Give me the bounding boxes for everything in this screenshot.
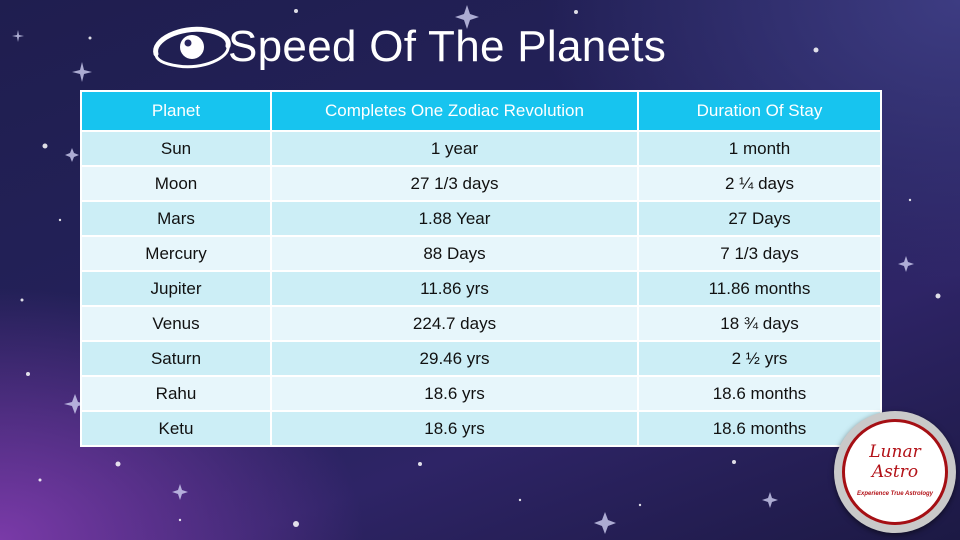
duration-cell: 7 1/3 days [637,235,882,272]
header-revolution: Completes One Zodiac Revolution [270,90,639,132]
planet-cell: Moon [80,165,272,202]
duration-cell: 18.6 months [637,375,882,412]
planet-cell: Rahu [80,375,272,412]
table-row: Sun 1 year 1 month [80,130,882,167]
table-row: Moon 27 1/3 days 2 ¼ days [80,165,882,202]
logo-line-1: Lunar [869,442,921,462]
duration-cell: 27 Days [637,200,882,237]
revolution-cell: 18.6 yrs [270,410,639,447]
revolution-cell: 29.46 yrs [270,340,639,377]
revolution-cell: 1 year [270,130,639,167]
duration-cell: 1 month [637,130,882,167]
logo-tagline: Experience True Astrology [856,491,934,497]
duration-cell: 11.86 months [637,270,882,307]
revolution-cell: 18.6 yrs [270,375,639,412]
revolution-cell: 1.88 Year [270,200,639,237]
duration-cell: 2 ½ yrs [637,340,882,377]
planet-cell: Mercury [80,235,272,272]
planet-cell: Venus [80,305,272,342]
table-row: Venus 224.7 days 18 ¾ days [80,305,882,342]
table-row: Ketu 18.6 yrs 18.6 months [80,410,882,447]
duration-cell: 2 ¼ days [637,165,882,202]
revolution-cell: 88 Days [270,235,639,272]
table-row: Jupiter 11.86 yrs 11.86 months [80,270,882,307]
logo-badge: Lunar Astro Experience True Astrology [842,419,948,525]
planet-speed-table: Planet Completes One Zodiac Revolution D… [80,90,882,447]
header-planet: Planet [80,90,272,132]
table-row: Mars 1.88 Year 27 Days [80,200,882,237]
table-row: Mercury 88 Days 7 1/3 days [80,235,882,272]
planet-cell: Sun [80,130,272,167]
planet-orbit-icon [153,26,231,69]
page-title: Speed Of The Planets [228,22,667,71]
table-row: Saturn 29.46 yrs 2 ½ yrs [80,340,882,377]
duration-cell: 18 ¾ days [637,305,882,342]
table-header-row: Planet Completes One Zodiac Revolution D… [80,90,882,132]
revolution-cell: 11.86 yrs [270,270,639,307]
header-duration: Duration Of Stay [637,90,882,132]
planet-cell: Ketu [80,410,272,447]
revolution-cell: 224.7 days [270,305,639,342]
planet-cell: Saturn [80,340,272,377]
lunar-astro-logo: Lunar Astro Experience True Astrology [834,411,956,533]
duration-cell: 18.6 months [637,410,882,447]
table-row: Rahu 18.6 yrs 18.6 months [80,375,882,412]
planet-cell: Jupiter [80,270,272,307]
title-area: Speed Of The Planets [150,18,666,76]
logo-line-2: Astro [871,462,919,482]
planet-cell: Mars [80,200,272,237]
revolution-cell: 27 1/3 days [270,165,639,202]
